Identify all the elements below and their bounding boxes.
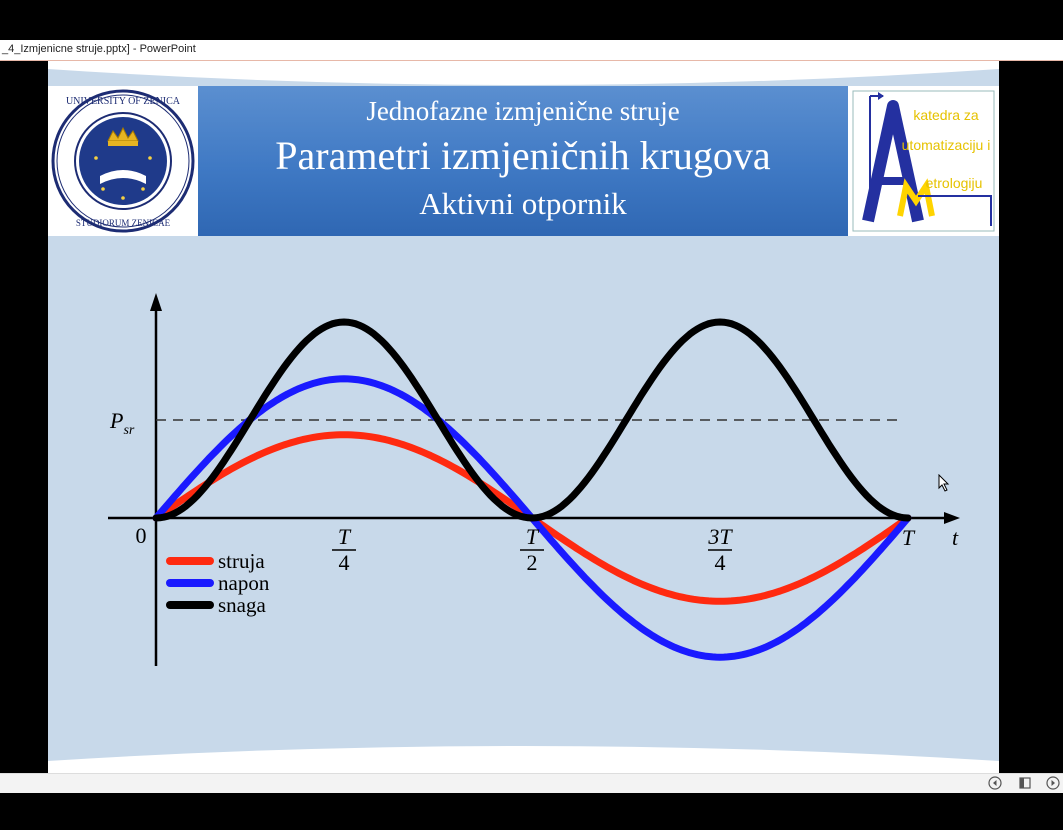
mouse-cursor (938, 474, 950, 492)
department-logo: katedra za utomatizaciju i etrologiju (848, 86, 999, 236)
next-icon[interactable] (1046, 776, 1060, 790)
svg-text:STUDIORUM ZENICAE: STUDIORUM ZENICAE (76, 218, 171, 228)
x-axis-label: t (952, 525, 959, 550)
tick-label-1-den: 4 (339, 550, 350, 575)
status-bar (0, 773, 1063, 793)
tick-label-4: T (902, 525, 916, 550)
slide-title: Parametri izmjeničnih krugova (275, 133, 771, 178)
slide: UNIVERSITY OF ZENICA STUDIORUM ZENICAE J… (48, 61, 999, 773)
x-axis-arrow (944, 512, 960, 524)
psr-label: Psr (109, 408, 135, 438)
legend-label-napon: napon (218, 571, 270, 595)
title-band: Jednofazne izmjenične struje Parametri i… (198, 86, 848, 236)
tick-label-3-num: 3T (707, 524, 733, 549)
y-axis-arrow (150, 293, 162, 311)
logo-line1: katedra za (913, 107, 979, 123)
tick-label-2-num: T (526, 524, 540, 549)
tick-label-1-num: T (338, 524, 352, 549)
logo-line3: etrologiju (926, 175, 983, 191)
legend-label-struja: struja (218, 549, 265, 573)
logo-line2: utomatizaciju i (902, 137, 991, 153)
notes-icon[interactable] (1018, 776, 1032, 790)
university-logo: UNIVERSITY OF ZENICA STUDIORUM ZENICAE (48, 86, 198, 236)
window-titlebar: _4_Izmjenicne struje.pptx] - PowerPoint (0, 40, 1063, 61)
slide-subtitle-bottom: Aktivni otpornik (419, 186, 627, 221)
svg-text:UNIVERSITY OF ZENICA: UNIVERSITY OF ZENICA (66, 96, 181, 107)
prev-icon[interactable] (988, 776, 1002, 790)
tick-label-0: 0 (136, 523, 147, 548)
slide-header: UNIVERSITY OF ZENICA STUDIORUM ZENICAE J… (48, 86, 999, 236)
series-snaga (152, 318, 912, 522)
tick-label-2-den: 2 (527, 550, 538, 575)
window-title: _4_Izmjenicne struje.pptx] - PowerPoint (2, 43, 196, 55)
tick-label-3-den: 4 (715, 550, 726, 575)
slide-subtitle-top: Jednofazne izmjenične struje (366, 96, 680, 126)
legend-label-snaga: snaga (218, 593, 266, 617)
